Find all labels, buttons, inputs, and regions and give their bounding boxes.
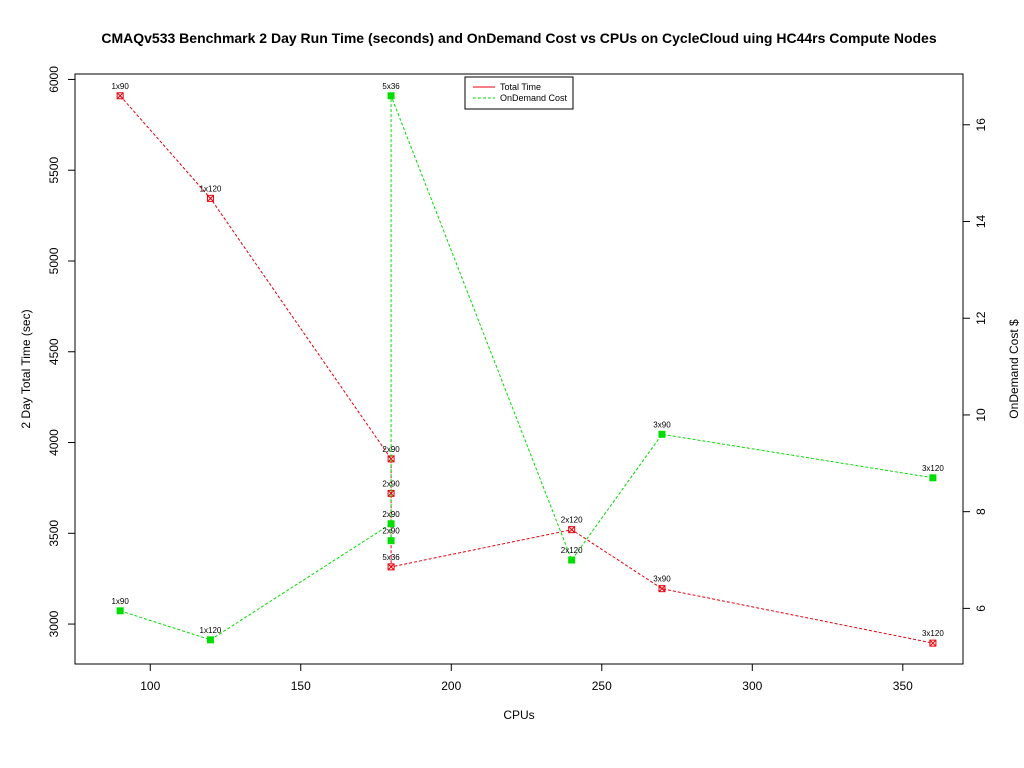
x-tick-label: 350 bbox=[893, 679, 913, 693]
point-total-time bbox=[116, 92, 124, 100]
chart-title: CMAQv533 Benchmark 2 Day Run Time (secon… bbox=[101, 30, 936, 46]
point-label-ondemand-cost: 1x90 bbox=[111, 597, 129, 606]
series-layer: 1x90 1x120 2x90 2x90 5x36 2x120 3x90 3x120 1x90 1… bbox=[111, 82, 944, 647]
x-tick-label: 200 bbox=[441, 679, 461, 693]
y-left-tick-label: 5500 bbox=[47, 157, 61, 184]
point-total-time bbox=[658, 585, 666, 593]
point-label-ondemand-cost: 2x120 bbox=[561, 546, 583, 555]
point-ondemand-cost bbox=[568, 556, 576, 564]
point-label-ondemand-cost: 5x36 bbox=[382, 82, 400, 91]
point-label-ondemand-cost: 2x90 bbox=[382, 527, 400, 536]
point-ondemand-cost bbox=[387, 92, 395, 100]
y-right-tick-label: 14 bbox=[974, 215, 988, 229]
point-total-time bbox=[206, 194, 214, 202]
y-right-tick-label: 16 bbox=[974, 118, 988, 132]
y-right-tick-label: 8 bbox=[974, 508, 988, 515]
y-right-tick-label: 10 bbox=[974, 408, 988, 422]
x-tick-label: 250 bbox=[592, 679, 612, 693]
legend-label-total-time: Total Time bbox=[500, 82, 541, 92]
x-tick-label: 150 bbox=[291, 679, 311, 693]
y-left-tick-label: 4000 bbox=[47, 429, 61, 456]
y-right-tick-label: 12 bbox=[974, 311, 988, 325]
point-ondemand-cost bbox=[387, 537, 395, 545]
point-total-time bbox=[929, 639, 937, 647]
y-axis-right: 6 8 10 12 14 16 bbox=[963, 118, 988, 612]
y-axis-label-right: OnDemand Cost $ bbox=[1007, 319, 1021, 419]
point-label-ondemand-cost: 3x120 bbox=[922, 464, 944, 473]
point-label-ondemand-cost: 2x90 bbox=[382, 510, 400, 519]
point-label-total-time: 1x120 bbox=[200, 184, 222, 193]
y-left-tick-label: 5000 bbox=[47, 247, 61, 274]
point-label-total-time: 3x120 bbox=[922, 629, 944, 638]
x-tick-label: 100 bbox=[140, 679, 160, 693]
point-total-time bbox=[387, 563, 395, 571]
series-line-total-time bbox=[119, 95, 933, 644]
series-line-ondemand-cost bbox=[120, 95, 933, 641]
y-left-tick-label: 3000 bbox=[47, 610, 61, 637]
y-left-tick-label: 3500 bbox=[47, 520, 61, 547]
point-label-total-time: 5x36 bbox=[382, 553, 400, 562]
legend-label-ondemand-cost: OnDemand Cost bbox=[500, 93, 568, 103]
point-label-total-time: 1x90 bbox=[111, 82, 129, 91]
y-left-tick-label: 4500 bbox=[47, 338, 61, 365]
y-left-tick-label: 6000 bbox=[47, 66, 61, 93]
x-axis-label: CPUs bbox=[503, 708, 534, 722]
x-tick-label: 300 bbox=[742, 679, 762, 693]
x-axis: 100 150 200 250 300 350 bbox=[140, 664, 913, 693]
point-label-total-time: 2x120 bbox=[561, 516, 583, 525]
point-label-ondemand-cost: 1x120 bbox=[200, 626, 222, 635]
y-axis-left: 3000 3500 4000 4500 5000 5500 6000 bbox=[47, 66, 75, 637]
point-ondemand-cost bbox=[116, 607, 124, 615]
point-ondemand-cost bbox=[929, 474, 937, 482]
point-label-total-time: 3x90 bbox=[653, 575, 671, 584]
point-ondemand-cost bbox=[206, 636, 214, 644]
y-right-tick-label: 6 bbox=[974, 605, 988, 612]
point-total-time bbox=[568, 526, 576, 534]
point-ondemand-cost bbox=[387, 520, 395, 528]
plot-frame bbox=[74, 73, 964, 665]
y-axis-label-left: 2 Day Total Time (sec) bbox=[19, 309, 33, 428]
point-ondemand-cost bbox=[658, 430, 666, 438]
legend: Total Time OnDemand Cost bbox=[464, 76, 574, 110]
point-label-ondemand-cost: 3x90 bbox=[653, 420, 671, 429]
point-label-total-time: 2x90 bbox=[382, 479, 400, 488]
legend-box bbox=[464, 76, 574, 110]
